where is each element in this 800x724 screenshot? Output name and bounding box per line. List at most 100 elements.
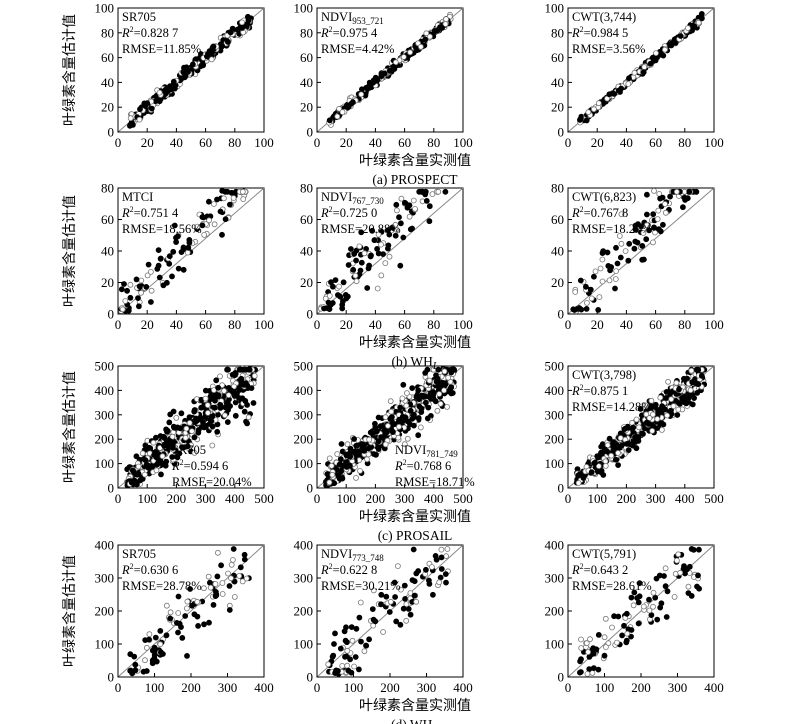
- point-filled: [167, 83, 173, 90]
- point-hollow: [624, 630, 631, 637]
- point-filled: [219, 42, 226, 49]
- point-filled: [391, 421, 398, 428]
- x-tick-label: 80: [678, 135, 691, 150]
- r2-annotation: R2=0.622 8: [320, 562, 377, 577]
- point-hollow: [183, 605, 190, 612]
- point-filled: [174, 453, 180, 460]
- point-filled: [244, 13, 251, 20]
- point-hollow: [603, 644, 609, 650]
- point-hollow: [394, 563, 401, 569]
- point-hollow: [358, 91, 365, 98]
- r2-annotation: R2=0.768 6: [394, 458, 451, 473]
- point-filled: [654, 425, 661, 432]
- point-filled: [402, 596, 409, 602]
- point-hollow: [325, 661, 332, 668]
- point-hollow: [616, 233, 623, 239]
- y-tick-label: 500: [95, 359, 115, 374]
- point-filled: [397, 220, 404, 227]
- x-tick-label: 0: [314, 491, 321, 506]
- point-filled: [378, 73, 385, 80]
- x-tick-label: 60: [649, 317, 662, 332]
- point-filled: [342, 637, 349, 644]
- point-hollow: [412, 205, 418, 212]
- point-filled: [686, 188, 693, 195]
- point-filled: [438, 566, 445, 572]
- point-filled: [430, 395, 437, 402]
- point-filled: [181, 70, 188, 76]
- data-points: [124, 365, 259, 489]
- point-filled: [425, 404, 432, 411]
- data-points: [573, 365, 708, 486]
- point-hollow: [592, 268, 599, 275]
- point-hollow: [182, 434, 189, 441]
- point-filled: [195, 623, 202, 629]
- x-tick-label: 0: [565, 317, 572, 332]
- x-tick-label: 100: [344, 680, 364, 695]
- x-tick-label: 400: [704, 680, 724, 695]
- point-hollow: [204, 409, 211, 416]
- point-filled: [407, 611, 414, 618]
- y-tick-label: 0: [307, 307, 314, 322]
- point-hollow: [400, 54, 407, 60]
- panel-label: SR705: [122, 10, 156, 24]
- point-hollow: [251, 372, 258, 379]
- point-filled: [654, 616, 661, 623]
- y-tick-label: 400: [95, 538, 115, 553]
- point-filled: [438, 554, 445, 561]
- point-hollow: [138, 289, 145, 296]
- point-filled: [378, 601, 384, 608]
- point-hollow: [436, 579, 443, 586]
- point-hollow: [417, 43, 424, 50]
- x-tick-label: 100: [704, 135, 724, 150]
- point-filled: [151, 452, 158, 458]
- y-tick-label: 0: [307, 670, 314, 685]
- point-filled: [400, 234, 407, 241]
- x-tick-label: 100: [145, 680, 165, 695]
- point-filled: [635, 620, 642, 627]
- point-filled: [435, 366, 442, 373]
- point-filled: [178, 249, 185, 256]
- point-filled: [359, 444, 366, 451]
- point-filled: [580, 475, 587, 481]
- point-filled: [184, 653, 190, 659]
- rmse-annotation: RMSE=28.78%: [122, 579, 202, 593]
- point-filled: [228, 189, 235, 196]
- point-filled: [194, 613, 201, 620]
- y-tick-label: 80: [101, 181, 114, 196]
- point-hollow: [630, 602, 637, 609]
- point-filled: [625, 447, 632, 454]
- point-hollow: [352, 272, 359, 279]
- point-hollow: [361, 250, 368, 257]
- y-tick-label: 100: [294, 1, 314, 16]
- x-tick-label: 100: [595, 680, 615, 695]
- point-filled: [151, 644, 158, 651]
- point-filled: [628, 594, 635, 601]
- x-tick-label: 400: [254, 680, 274, 695]
- point-filled: [691, 395, 697, 402]
- point-filled: [695, 572, 701, 579]
- point-hollow: [208, 56, 215, 63]
- point-filled: [405, 606, 412, 612]
- point-hollow: [207, 584, 214, 591]
- point-hollow: [633, 416, 640, 423]
- point-filled: [695, 366, 702, 373]
- point-filled: [390, 66, 396, 72]
- point-hollow: [219, 591, 226, 597]
- point-filled: [201, 621, 207, 628]
- point-filled: [378, 434, 385, 441]
- point-filled: [234, 26, 241, 33]
- point-filled: [142, 457, 149, 464]
- point-hollow: [650, 589, 657, 596]
- y-tick-label: 100: [545, 637, 565, 652]
- point-hollow: [664, 412, 670, 419]
- point-filled: [162, 86, 169, 93]
- point-filled: [135, 303, 142, 310]
- x-tick-label: 300: [417, 680, 437, 695]
- point-filled: [154, 461, 160, 468]
- point-filled: [178, 410, 185, 417]
- point-filled: [385, 242, 392, 249]
- point-filled: [397, 404, 404, 411]
- y-tick-label: 300: [95, 407, 115, 422]
- point-filled: [358, 638, 364, 645]
- point-filled: [332, 630, 338, 637]
